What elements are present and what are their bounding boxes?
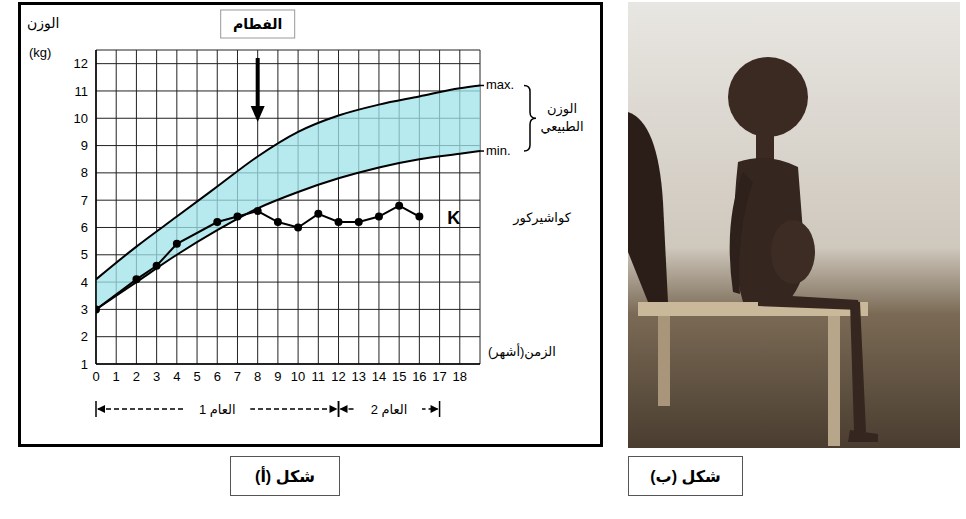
- svg-text:1: 1: [113, 369, 120, 384]
- svg-text:min.: min.: [486, 143, 511, 158]
- html-text:(kg): (kg): [29, 45, 52, 60]
- svg-text:الزمن(أشهر): الزمن(أشهر): [488, 343, 556, 360]
- svg-text:2: 2: [133, 369, 140, 384]
- html-text:شكل (ب): شكل (ب): [650, 467, 721, 485]
- html-text:الوزن: الوزن: [27, 15, 60, 31]
- svg-text:14: 14: [372, 369, 386, 384]
- svg-text:6: 6: [214, 369, 221, 384]
- svg-text:7: 7: [234, 369, 241, 384]
- svg-text:الفطام: الفطام: [233, 16, 282, 32]
- svg-text:18: 18: [453, 369, 467, 384]
- svg-text:3: 3: [81, 302, 88, 317]
- svg-text:2: 2: [81, 329, 88, 344]
- html-text:شكل (أ): شكل (أ): [255, 467, 315, 485]
- svg-text:9: 9: [81, 138, 88, 153]
- svg-text:9: 9: [274, 369, 281, 384]
- svg-text:الوزن: الوزن: [547, 101, 577, 117]
- svg-text:4: 4: [81, 275, 88, 290]
- svg-text:4: 4: [173, 369, 180, 384]
- svg-text:12: 12: [74, 56, 88, 71]
- svg-text:3: 3: [153, 369, 160, 384]
- svg-text:8: 8: [81, 165, 88, 180]
- svg-text:6: 6: [81, 220, 88, 235]
- svg-text:10: 10: [74, 111, 88, 126]
- svg-text:5: 5: [193, 369, 200, 384]
- svg-text:11: 11: [312, 369, 326, 384]
- svg-text:كواشيركور: كواشيركور: [512, 210, 571, 226]
- svg-text:11: 11: [75, 84, 89, 99]
- svg-text:1: 1: [81, 357, 88, 372]
- svg-text:12: 12: [331, 369, 345, 384]
- svg-text:8: 8: [254, 369, 261, 384]
- svg-text:16: 16: [412, 369, 426, 384]
- svg-text:0: 0: [92, 369, 99, 384]
- svg-text:17: 17: [432, 369, 446, 384]
- svg-text:K: K: [447, 208, 460, 228]
- svg-text:5: 5: [81, 247, 88, 262]
- svg-text:الطبيعي: الطبيعي: [540, 119, 583, 134]
- svg-text:max.: max.: [486, 77, 514, 92]
- svg-text:العام 2: العام 2: [371, 402, 408, 417]
- svg-text:13: 13: [352, 369, 366, 384]
- svg-text:10: 10: [291, 369, 305, 384]
- svg-text:7: 7: [81, 193, 88, 208]
- svg-text:15: 15: [392, 369, 406, 384]
- svg-text:العام 1: العام 1: [199, 402, 236, 417]
